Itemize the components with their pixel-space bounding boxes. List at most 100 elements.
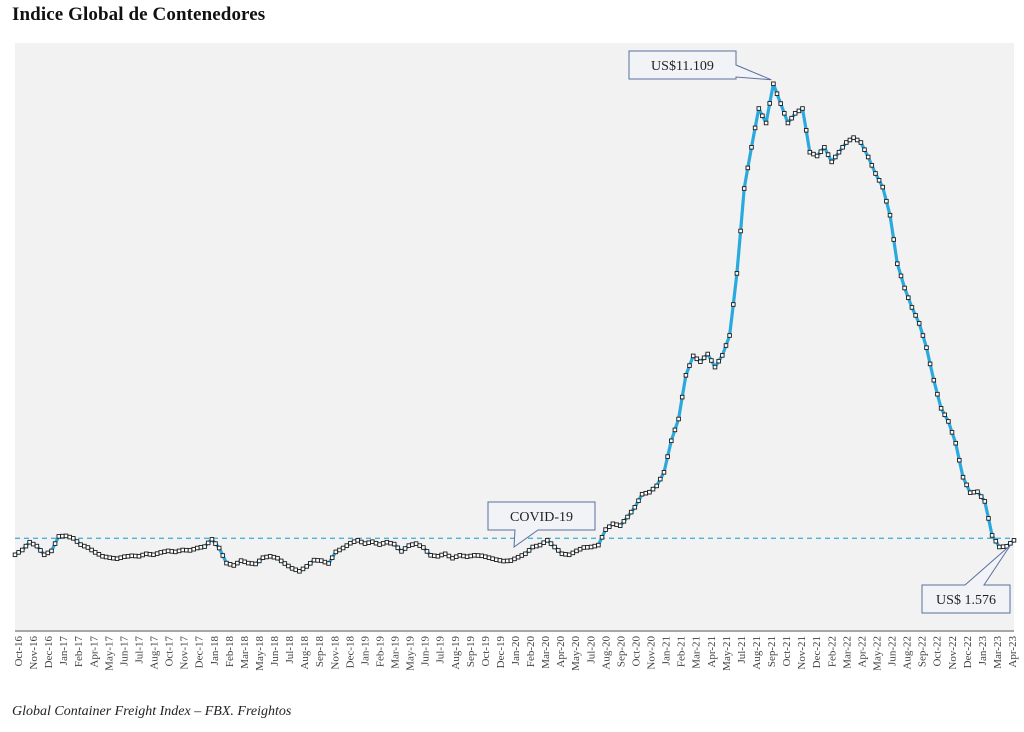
data-point-marker: [329, 555, 335, 560]
x-axis-line: [15, 630, 1014, 632]
data-point-marker: [475, 553, 481, 558]
data-point-marker: [946, 419, 951, 424]
data-point-marker: [858, 140, 864, 145]
data-point-marker: [523, 551, 528, 557]
data-point-marker: [731, 302, 736, 307]
data-point-marker: [581, 545, 587, 550]
data-point-marker: [315, 558, 320, 563]
x-tick-label: Aug-17: [149, 636, 161, 670]
x-tick-label: Jul-19: [435, 636, 447, 664]
x-tick-label: Oct-19: [480, 636, 492, 667]
data-point-marker: [187, 548, 193, 553]
x-tick-label: Jul-17: [134, 636, 146, 664]
data-point-marker: [246, 560, 251, 566]
data-point-marker: [530, 544, 535, 550]
data-point-marker: [249, 561, 255, 566]
data-point-marker: [260, 555, 266, 560]
data-point-marker: [989, 533, 995, 538]
data-point-marker: [209, 537, 215, 542]
data-point-marker: [636, 498, 641, 503]
data-point-marker: [497, 558, 503, 563]
data-point-marker: [384, 539, 390, 545]
data-point-marker: [895, 261, 900, 266]
callout-latest-box: [921, 544, 1011, 614]
data-point-marker: [967, 490, 973, 495]
data-point-marker: [617, 523, 623, 528]
x-tick-label: Oct-20: [631, 636, 643, 667]
x-tick-label: Jun-19: [420, 636, 432, 666]
data-point-marker: [938, 406, 944, 411]
data-point-marker: [865, 154, 871, 160]
data-point-marker: [603, 527, 608, 532]
data-point-marker: [683, 373, 689, 378]
x-tick-label: Oct-17: [164, 636, 176, 667]
data-point-marker: [34, 543, 40, 549]
data-point-marker: [20, 547, 25, 553]
data-point-marker: [760, 113, 765, 119]
data-point-marker: [446, 553, 452, 559]
data-point-marker: [377, 542, 382, 547]
data-point-marker: [494, 557, 499, 562]
x-tick-label: Jan-18: [209, 636, 221, 666]
x-tick-label: Nov-20: [646, 636, 658, 670]
data-point-marker: [796, 108, 802, 114]
x-tick-label: Feb-22: [826, 636, 838, 667]
x-tick-label: Aug-21: [751, 636, 763, 670]
x-tick-label: Jun-22: [887, 636, 899, 666]
data-point-marker: [986, 516, 991, 521]
data-point-marker: [844, 140, 849, 145]
x-tick-label: Jan-23: [977, 636, 989, 666]
data-point-marker: [563, 552, 568, 557]
data-point-marker: [107, 555, 113, 560]
data-point-marker: [975, 489, 980, 494]
data-point-marker: [348, 540, 353, 546]
series-markers: [12, 81, 1017, 574]
data-point-marker: [570, 550, 576, 556]
data-point-marker: [140, 552, 145, 558]
data-point-marker: [756, 106, 762, 111]
x-tick-label: Jun-17: [118, 636, 130, 666]
data-point-marker: [665, 454, 670, 459]
data-point-marker: [927, 361, 933, 367]
data-point-marker: [789, 115, 794, 121]
data-point-marker: [628, 509, 634, 515]
x-tick-label: Sep-19: [465, 636, 477, 668]
data-point-marker: [811, 151, 816, 157]
data-point-marker: [909, 305, 915, 310]
data-point-marker: [395, 545, 401, 551]
data-point-marker: [133, 553, 138, 559]
data-point-marker: [767, 101, 772, 106]
data-point-marker: [501, 558, 506, 564]
data-point-marker: [862, 147, 867, 152]
x-tick-label: Sep-21: [766, 636, 778, 667]
data-point-marker: [453, 554, 459, 559]
data-point-marker: [782, 111, 787, 116]
data-point-marker: [308, 561, 313, 566]
data-point-marker: [406, 543, 412, 548]
data-point-marker: [30, 541, 36, 547]
data-point-marker: [380, 541, 386, 546]
data-point-marker: [253, 561, 258, 567]
data-point-marker: [577, 546, 583, 552]
x-tick-label: Apr-20: [555, 636, 567, 668]
x-tick-label: Aug-20: [600, 636, 612, 670]
data-point-marker: [63, 533, 69, 539]
data-point-marker: [224, 560, 229, 566]
x-tick-label: Sep-18: [314, 636, 326, 668]
series-line: [14, 82, 1016, 573]
data-point-marker: [545, 538, 550, 543]
data-point-marker: [486, 555, 492, 560]
x-tick-label: Nov-17: [179, 636, 191, 670]
data-point-marker: [125, 554, 131, 559]
data-point-marker: [442, 551, 448, 557]
data-point-marker: [898, 273, 904, 279]
data-point-marker: [275, 555, 280, 561]
data-point-marker: [60, 533, 65, 539]
data-point-marker: [661, 470, 667, 475]
data-point-marker: [854, 137, 860, 143]
data-point-marker: [439, 552, 444, 558]
data-point-marker: [337, 547, 342, 553]
data-point-marker: [435, 554, 441, 559]
data-point-marker: [924, 345, 929, 350]
data-point-marker: [41, 552, 47, 558]
